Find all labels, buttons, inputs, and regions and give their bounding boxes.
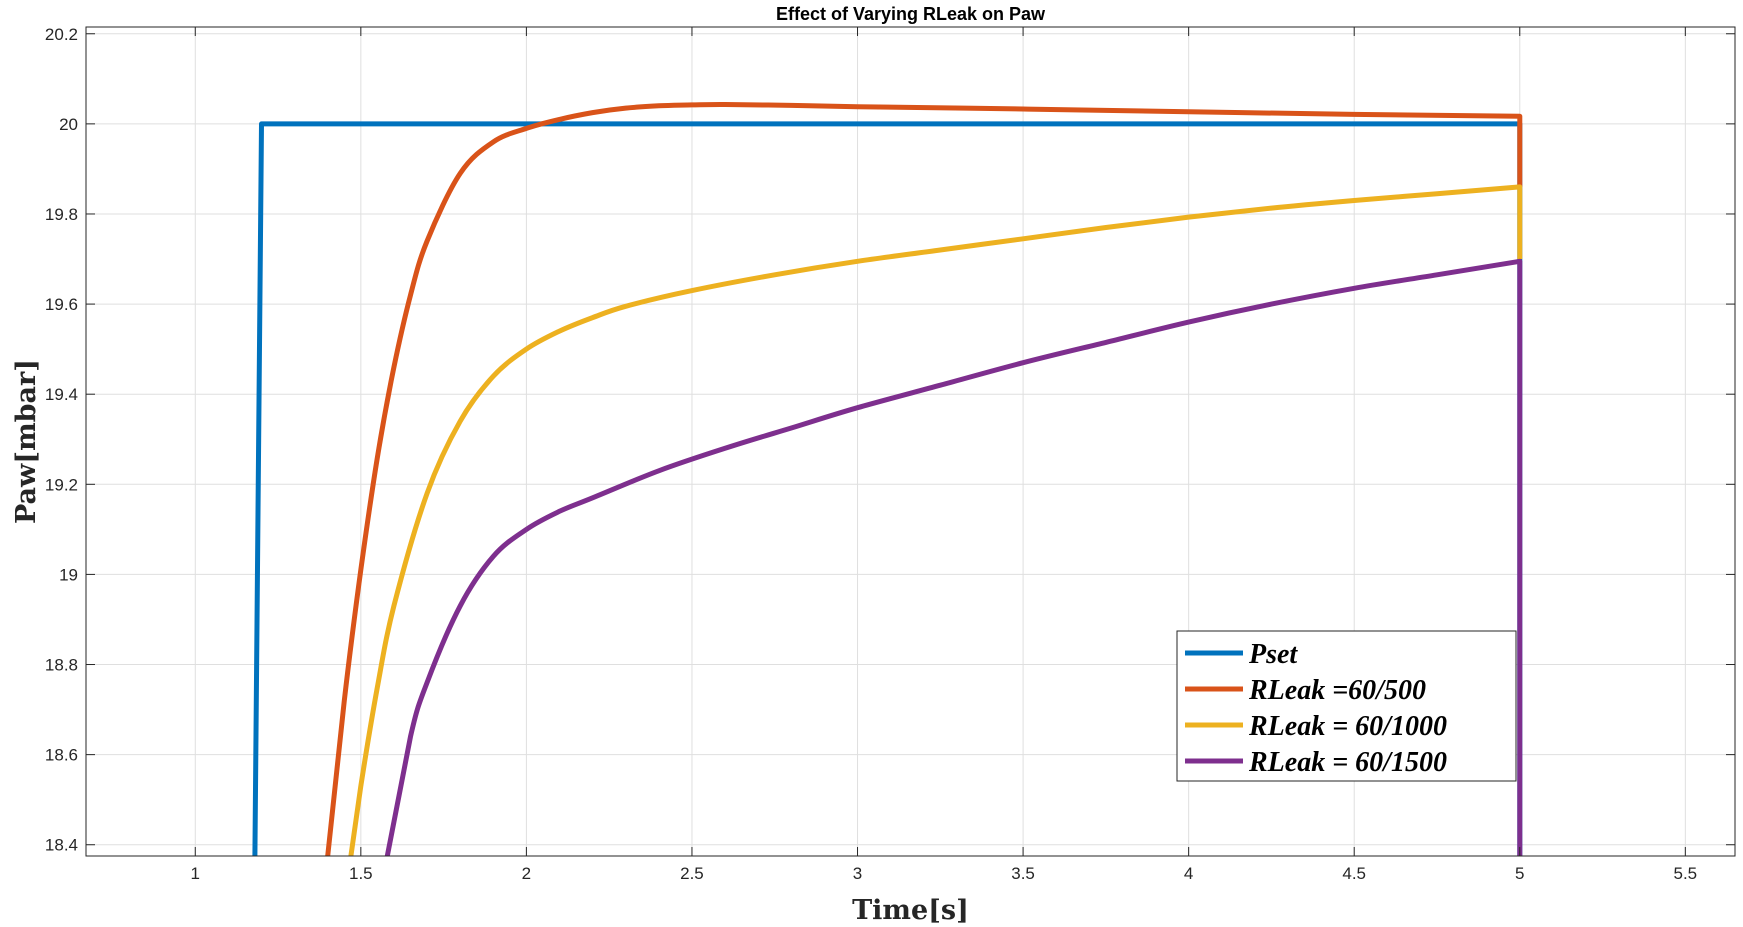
x-tick-label: 3 [853, 864, 862, 883]
x-tick-label: 5.5 [1674, 864, 1698, 883]
series-lines [252, 101, 1523, 856]
legend-box [1176, 630, 1517, 782]
legend-label-rleak-60-500: RLeak =60/500 [1248, 675, 1426, 706]
y-tick-label: 19.4 [45, 385, 78, 404]
y-tick-label: 19 [59, 565, 78, 584]
axis-ticks: 1 1.5 2 2.5 3 3.5 4 4.5 5 5.5 18.4 18.6 18.8 19 19.2 19… [45, 25, 1735, 883]
x-tick-label: 2.5 [680, 864, 704, 883]
y-tick-label: 18.4 [45, 836, 78, 855]
legend: Pset RLeak =60/500 RLeak = 60/1000 RLeak = … [1176, 630, 1517, 782]
y-tick-label: 19.6 [45, 295, 78, 314]
y-axis-label: Paw[mbar] [11, 359, 42, 524]
x-tick-label: 2 [522, 864, 531, 883]
x-tick-label: 4.5 [1342, 864, 1366, 883]
series-line-rleak-60-1000 [348, 184, 1523, 856]
y-tick-label: 19.8 [45, 205, 78, 224]
series-line-rleak-60-1500 [384, 258, 1523, 856]
x-axis-label: Time[s] [852, 895, 969, 926]
y-tick-label: 19.2 [45, 475, 78, 494]
x-tick-label: 1.5 [349, 864, 373, 883]
y-tick-label: 18.8 [45, 656, 78, 675]
x-tick-label: 4 [1184, 864, 1193, 883]
y-tick-label: 20 [59, 115, 78, 134]
x-tick-label: 1 [191, 864, 200, 883]
y-tick-label: 20.2 [45, 25, 78, 44]
series-line-rleak-60-500 [325, 101, 1523, 856]
y-tick-label: 18.6 [45, 746, 78, 765]
legend-label-rleak-60-1500: RLeak = 60/1500 [1248, 747, 1447, 778]
legend-label-rleak-60-1000: RLeak = 60/1000 [1248, 711, 1447, 742]
x-tick-label: 3.5 [1011, 864, 1035, 883]
legend-label-pset: Pset [1248, 639, 1298, 670]
plot-frame [85, 26, 1736, 857]
chart-title: Effect of Varying RLeak on Paw [776, 4, 1046, 24]
x-tick-label: 5 [1515, 864, 1524, 883]
